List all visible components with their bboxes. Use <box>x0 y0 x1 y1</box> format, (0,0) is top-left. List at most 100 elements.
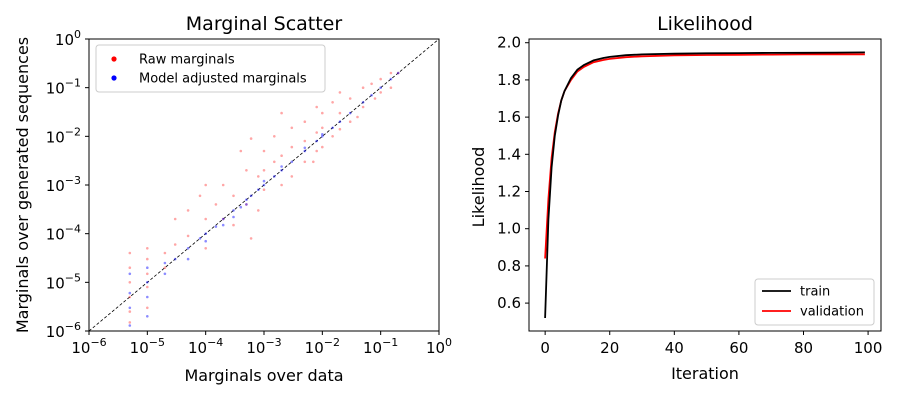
raw-marginal-point <box>245 203 248 206</box>
likelihood-y-tick-label: 1.0 <box>497 220 521 238</box>
raw-marginal-point <box>232 194 235 198</box>
raw-marginal-point <box>321 145 324 149</box>
adjusted-marginal-point <box>379 86 383 89</box>
raw-marginal-point <box>262 188 266 191</box>
identity-diagonal <box>88 38 440 332</box>
raw-marginal-point <box>163 251 167 255</box>
scatter-legend-frame <box>95 44 326 93</box>
raw-marginal-point <box>221 183 225 187</box>
likelihood-y-tick-label: 1.8 <box>497 71 521 89</box>
scatter-y-tick-label: 100 <box>55 28 81 49</box>
scatter-x-tick-label: 100 <box>426 336 452 357</box>
scatter-title: Marginal Scatter <box>186 13 343 35</box>
raw-marginal-point <box>370 82 373 86</box>
raw-marginal-point <box>312 160 315 164</box>
raw-marginal-point <box>389 86 393 89</box>
adjusted-marginal-point <box>128 324 132 327</box>
scatter-x-tick-label: 10−2 <box>305 336 340 357</box>
raw-marginal-point <box>280 154 283 157</box>
raw-marginal-point <box>315 131 319 134</box>
likelihood-plot-area <box>528 38 882 332</box>
adjusted-marginal-point <box>232 215 235 219</box>
legend-label-model-adjusted: Model adjusted marginals <box>139 72 307 87</box>
raw-marginal-point <box>214 203 218 206</box>
adjusted-marginal-point <box>163 261 167 265</box>
adjusted-marginal-point <box>280 165 283 168</box>
adjusted-marginal-point <box>221 223 225 227</box>
raw-marginal-point <box>146 247 149 250</box>
likelihood-x-tick-label: 60 <box>729 339 748 357</box>
likelihood-x-tick-label: 20 <box>600 339 619 357</box>
raw-marginal-point <box>331 101 334 104</box>
raw-marginal-point <box>338 127 342 131</box>
legend-marker-raw-marginals <box>111 56 117 62</box>
raw-marginal-point <box>280 111 283 115</box>
raw-marginal-point <box>173 217 177 221</box>
raw-marginal-point <box>163 266 167 270</box>
legend-label-validation: validation <box>800 305 864 320</box>
likelihood-y-axis-label: Likelihood <box>469 147 488 228</box>
likelihood-line-validation <box>544 53 865 259</box>
raw-marginal-point <box>303 139 307 143</box>
adjusted-marginal-point <box>348 111 352 115</box>
raw-marginal-point <box>373 97 377 100</box>
scatter-y-tick-label: 10−2 <box>46 125 81 146</box>
likelihood-title: Likelihood <box>657 13 753 35</box>
adjusted-marginal-point <box>361 101 365 104</box>
scatter-y-tick-label: 10−4 <box>46 223 81 244</box>
adjusted-marginal-point <box>245 203 248 206</box>
adjusted-marginal-point <box>249 194 253 198</box>
raw-marginal-point <box>204 247 207 250</box>
likelihood-x-tick-label: 80 <box>794 339 813 357</box>
adjusted-marginal-point <box>239 205 243 209</box>
likelihood-x-tick-label: 40 <box>665 339 684 357</box>
raw-marginal-point <box>198 194 202 198</box>
raw-marginal-point <box>204 183 207 187</box>
raw-marginal-point <box>331 135 334 138</box>
adjusted-marginal-point <box>321 135 324 138</box>
raw-marginal-point <box>221 217 225 221</box>
raw-marginal-point <box>232 223 235 227</box>
raw-marginal-point <box>186 209 190 212</box>
adjusted-marginal-point <box>280 169 283 172</box>
raw-marginal-point <box>338 91 342 94</box>
raw-marginal-point <box>303 160 307 164</box>
likelihood-y-tick-label: 2.0 <box>497 34 521 52</box>
adjusted-marginal-point <box>396 71 400 75</box>
scatter-legend: Raw marginals Model adjusted marginals <box>95 44 326 93</box>
raw-marginal-point <box>315 149 319 153</box>
adjusted-marginal-point <box>186 257 190 261</box>
likelihood-line-train <box>544 51 865 319</box>
adjusted-marginal-point <box>146 315 149 318</box>
raw-marginal-point <box>356 115 359 119</box>
raw-marginal-point <box>128 321 132 324</box>
raw-marginal-point <box>204 217 207 221</box>
adjusted-marginal-point <box>198 237 202 240</box>
raw-marginal-point <box>273 135 276 138</box>
raw-marginal-point <box>257 175 260 178</box>
raw-marginal-point <box>262 149 266 153</box>
adjusted-marginal-point <box>303 149 307 153</box>
raw-marginal-point <box>146 306 149 310</box>
raw-marginal-point <box>146 257 149 261</box>
raw-marginal-point <box>146 272 149 276</box>
raw-marginal-point <box>128 295 132 299</box>
adjusted-marginal-point <box>186 247 190 250</box>
raw-marginal-point <box>245 169 248 172</box>
adjusted-marginal-point <box>128 306 132 310</box>
likelihood-y-tick-label: 1.4 <box>497 145 521 163</box>
scatter-y-tick-label: 10−5 <box>46 271 81 292</box>
scatter-x-tick-label: 10−1 <box>363 336 398 357</box>
likelihood-panel: Likelihood 0 20 40 60 80 100 0.6 0.8 1.0 1.2 1.4 1… <box>469 13 882 383</box>
likelihood-legend: train validation <box>754 278 875 326</box>
raw-marginal-point <box>128 251 132 255</box>
adjusted-marginal-point <box>257 188 260 191</box>
adjusted-marginal-point <box>315 139 319 143</box>
scatter-x-axis-label: Marginals over data <box>184 366 343 385</box>
adjusted-marginal-point <box>128 272 132 276</box>
scatter-y-tick-label: 10−3 <box>46 174 81 195</box>
raw-marginal-point <box>379 91 383 94</box>
likelihood-y-tick-label: 0.6 <box>497 294 521 312</box>
legend-marker-model-adjusted <box>111 75 117 81</box>
